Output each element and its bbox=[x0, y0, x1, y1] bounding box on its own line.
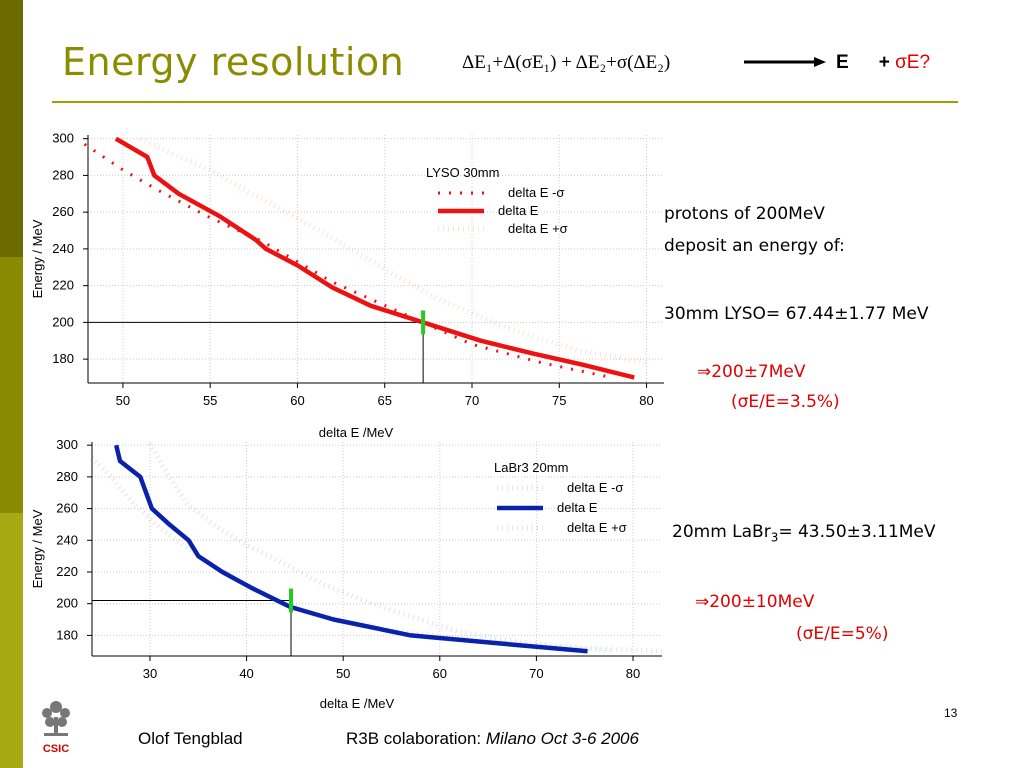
labr-x-axis-label: delta E /MeV bbox=[320, 696, 395, 711]
footer-collaboration: R3B colaboration: Milano Oct 3-6 2006 bbox=[346, 729, 639, 749]
labr-legend-label-2: delta E +σ bbox=[567, 520, 627, 535]
formula-rhs-plus: + bbox=[878, 52, 890, 73]
logo-text: CSIC bbox=[43, 743, 69, 755]
sidebar-band-mid bbox=[0, 257, 23, 513]
formula-lhs: ΔE₁+Δ(σE₁) + ΔE₂+σ(ΔE₂) bbox=[462, 52, 671, 73]
lyso-x-axis-label: delta E /MeV bbox=[319, 425, 394, 440]
lyso-series-dotted-line bbox=[83, 142, 612, 379]
labr-energy-chart: 30 40 50 60 70 80 180 200 220 240 260 280 300 delta E… bbox=[30, 437, 663, 711]
labr-y-tick-label-280: 280 bbox=[56, 469, 78, 484]
lyso-y-tick-label-200: 200 bbox=[52, 314, 74, 329]
labr-legend-title: LaBr3 20mm bbox=[494, 460, 568, 475]
note-deposit: deposit an energy of: bbox=[664, 236, 845, 256]
labr-y-axis-label: Energy / MeV bbox=[30, 509, 45, 588]
note-lyso-resolution: (σE/E=3.5%) bbox=[731, 392, 840, 412]
labr-legend-label-0: delta E -σ bbox=[567, 480, 623, 495]
footer-collab: R3B colaboration: bbox=[346, 729, 486, 748]
lyso-series-solid-line bbox=[114, 136, 635, 380]
note-labr-value: 20mm LaBr3= 43.50±3.11MeV bbox=[672, 522, 936, 544]
labr-y-tick-label-200: 200 bbox=[56, 596, 78, 611]
lyso-x-tick-label-60: 60 bbox=[290, 393, 304, 408]
csic-logo: CSIC bbox=[42, 701, 70, 755]
labr-x-tick-label-40: 40 bbox=[239, 666, 253, 681]
lyso-series-faint-dotted-line bbox=[139, 136, 647, 366]
lyso-y-tick-label-220: 220 bbox=[52, 278, 74, 293]
note-labr-prefix: 20mm LaBr bbox=[672, 522, 771, 542]
labr-y-tick-label-260: 260 bbox=[56, 501, 78, 516]
lyso-y-tick-label-260: 260 bbox=[52, 204, 74, 219]
note-labr-result: ⇒200±10MeV bbox=[695, 592, 815, 612]
labr-x-tick-label-70: 70 bbox=[529, 666, 543, 681]
labr-x-tick-label-60: 60 bbox=[433, 666, 447, 681]
formula-rhs: E + σE? bbox=[836, 52, 930, 74]
lyso-y-axis-label: Energy / MeV bbox=[30, 219, 45, 298]
lyso-legend-label-1: delta E bbox=[498, 203, 539, 218]
labr-y-tick-label-180: 180 bbox=[56, 627, 78, 642]
labr-y-tick-label-220: 220 bbox=[56, 564, 78, 579]
lyso-x-tick-label-80: 80 bbox=[639, 393, 653, 408]
sidebar-band-light bbox=[0, 513, 23, 768]
note-lyso-result: ⇒200±7MeV bbox=[697, 362, 806, 382]
lyso-y-tick-label-300: 300 bbox=[52, 131, 74, 146]
lyso-x-tick-label-55: 55 bbox=[203, 393, 217, 408]
lyso-y-tick-label-240: 240 bbox=[52, 241, 74, 256]
lyso-x-tick-label-65: 65 bbox=[377, 393, 391, 408]
formula-rhs-sigma: σE? bbox=[895, 52, 931, 73]
slide-sidebar bbox=[0, 0, 23, 768]
footer-venue: Milano Oct 3-6 2006 bbox=[485, 729, 639, 748]
slide-title: Energy resolution bbox=[62, 40, 405, 84]
title-divider bbox=[52, 101, 958, 103]
labr-x-tick-label-50: 50 bbox=[336, 666, 350, 681]
lyso-energy-chart: 50 55 60 65 70 75 80 180 200 220 240 260 280 300 delta… bbox=[30, 131, 664, 440]
lyso-x-tick-label-50: 50 bbox=[116, 393, 130, 408]
lyso-y-tick-label-280: 280 bbox=[52, 167, 74, 182]
lyso-x-tick-label-70: 70 bbox=[465, 393, 479, 408]
lyso-legend-label-0: delta E -σ bbox=[508, 185, 564, 200]
note-labr-sub: 3 bbox=[770, 530, 779, 545]
labr-x-tick-label-30: 30 bbox=[143, 666, 157, 681]
labr-x-tick-label-80: 80 bbox=[626, 666, 640, 681]
footer-author: Olof Tengblad bbox=[138, 729, 243, 748]
lyso-legend-title: LYSO 30mm bbox=[426, 165, 499, 180]
sidebar-band-dark bbox=[0, 0, 23, 257]
lyso-y-tick-label-180: 180 bbox=[52, 351, 74, 366]
page-number: 13 bbox=[944, 706, 958, 720]
arrow-right-icon bbox=[744, 57, 826, 67]
note-protons: protons of 200MeV bbox=[664, 204, 825, 224]
labr-y-tick-label-240: 240 bbox=[56, 532, 78, 547]
formula-rhs-e: E bbox=[836, 52, 849, 73]
note-labr-suffix: = 43.50±3.11MeV bbox=[778, 522, 936, 542]
note-lyso-value: 30mm LYSO= 67.44±1.77 MeV bbox=[664, 304, 929, 324]
labr-series-solid-line bbox=[114, 444, 588, 654]
labr-y-tick-label-300: 300 bbox=[56, 437, 78, 452]
note-labr-resolution: (σE/E=5%) bbox=[796, 624, 889, 644]
lyso-x-tick-label-75: 75 bbox=[552, 393, 566, 408]
labr-legend-label-1: delta E bbox=[557, 500, 598, 515]
lyso-legend-label-2: delta E +σ bbox=[508, 221, 568, 236]
